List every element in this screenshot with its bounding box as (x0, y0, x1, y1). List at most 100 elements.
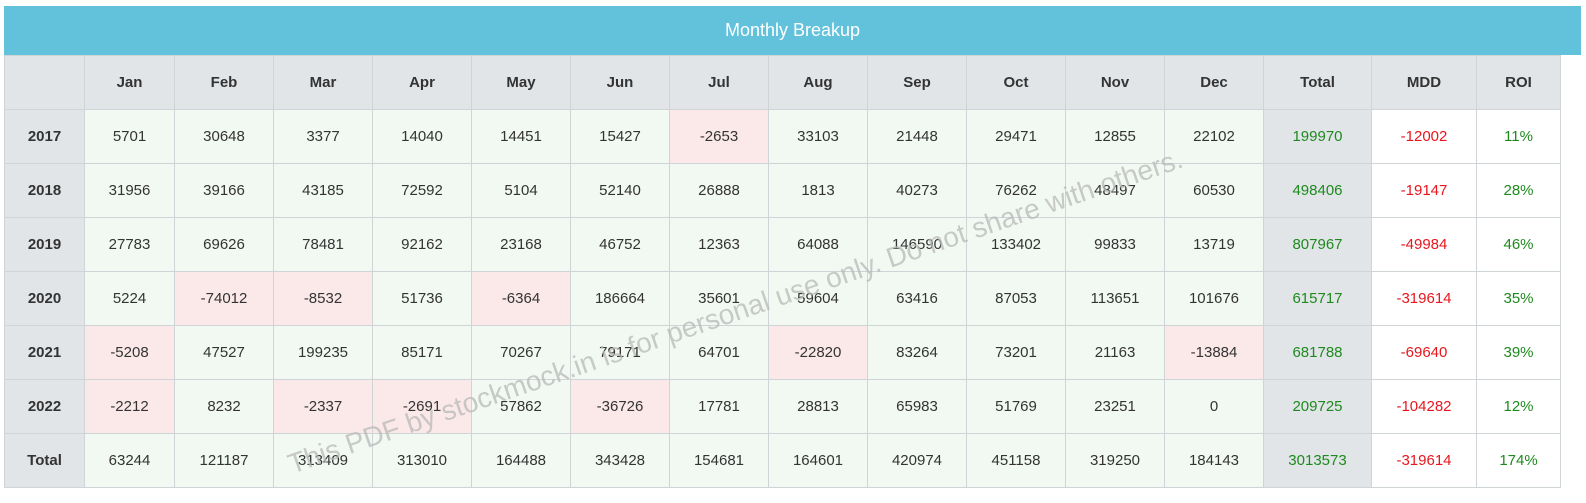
month-cell: 63244 (84, 433, 175, 488)
month-cell: 27783 (84, 217, 175, 272)
month-cell: 69626 (174, 217, 274, 272)
month-cell: 30648 (174, 109, 274, 164)
month-cell: 64701 (669, 325, 769, 380)
month-cell: -2653 (669, 109, 769, 164)
month-cell: -6364 (471, 271, 571, 326)
column-header: Feb (174, 55, 274, 110)
mdd-cell: -12002 (1371, 109, 1477, 164)
column-header: Total (1263, 55, 1372, 110)
table-row: 2019 27783 69626 78481 92162 23168 46752 12363 6… (4, 217, 1561, 272)
table-row: 2020 5224 -74012 -8532 51736 -6364 186664 35601… (4, 271, 1561, 326)
month-cell: 0 (1164, 379, 1264, 434)
month-cell: 23251 (1065, 379, 1165, 434)
row-label: 2021 (4, 325, 85, 380)
column-header: ROI (1476, 55, 1561, 110)
month-cell: 78481 (273, 217, 373, 272)
column-header: Mar (273, 55, 373, 110)
month-cell: 33103 (768, 109, 868, 164)
month-cell: 65983 (867, 379, 967, 434)
month-cell: 73201 (966, 325, 1066, 380)
month-cell: 83264 (867, 325, 967, 380)
mdd-cell: -19147 (1371, 163, 1477, 218)
roi-cell: 11% (1476, 109, 1561, 164)
month-cell: 99833 (1065, 217, 1165, 272)
month-cell: 63416 (867, 271, 967, 326)
month-cell: 60530 (1164, 163, 1264, 218)
month-cell: 43185 (273, 163, 373, 218)
month-cell: 164601 (768, 433, 868, 488)
roi-cell: 174% (1476, 433, 1561, 488)
month-cell: 48497 (1065, 163, 1165, 218)
table-row: 2021 -5208 47527 199235 85171 70267 79171 64701… (4, 325, 1561, 380)
month-cell: 31956 (84, 163, 175, 218)
month-cell: 47527 (174, 325, 274, 380)
month-cell: 79171 (570, 325, 670, 380)
panel-title: Monthly Breakup (4, 6, 1581, 55)
header-corner (4, 55, 85, 110)
table-body: 2017 5701 30648 3377 14040 14451 15427 -2653 331… (4, 109, 1561, 488)
month-cell: 133402 (966, 217, 1066, 272)
mdd-cell: -104282 (1371, 379, 1477, 434)
month-cell: 17781 (669, 379, 769, 434)
month-cell: 23168 (471, 217, 571, 272)
total-cell: 209725 (1263, 379, 1372, 434)
row-label: 2020 (4, 271, 85, 326)
month-cell: 121187 (174, 433, 274, 488)
roi-cell: 35% (1476, 271, 1561, 326)
month-cell: 72592 (372, 163, 472, 218)
month-cell: 101676 (1164, 271, 1264, 326)
column-header: Aug (768, 55, 868, 110)
column-header: Sep (867, 55, 967, 110)
column-header: Jul (669, 55, 769, 110)
month-cell: 59604 (768, 271, 868, 326)
month-cell: 26888 (669, 163, 769, 218)
month-cell: 87053 (966, 271, 1066, 326)
month-cell: -5208 (84, 325, 175, 380)
row-label: Total (4, 433, 85, 488)
month-cell: -8532 (273, 271, 373, 326)
total-row: Total 63244 121187 313409 313010 164488 343428… (4, 433, 1561, 488)
month-cell: 5104 (471, 163, 571, 218)
month-cell: 35601 (669, 271, 769, 326)
row-label: 2018 (4, 163, 85, 218)
month-cell: 51736 (372, 271, 472, 326)
month-cell: 21448 (867, 109, 967, 164)
month-cell: 39166 (174, 163, 274, 218)
column-header: Nov (1065, 55, 1165, 110)
monthly-breakup-table: Jan Feb Mar Apr May Jun Jul Aug Sep Oct Nov Dec Tota… (4, 55, 1561, 488)
row-label: 2022 (4, 379, 85, 434)
month-cell: -36726 (570, 379, 670, 434)
month-cell: 154681 (669, 433, 769, 488)
month-cell: 313409 (273, 433, 373, 488)
month-cell: 146590 (867, 217, 967, 272)
month-cell: 29471 (966, 109, 1066, 164)
month-cell: 5701 (84, 109, 175, 164)
month-cell: 21163 (1065, 325, 1165, 380)
month-cell: 319250 (1065, 433, 1165, 488)
month-cell: 76262 (966, 163, 1066, 218)
column-header: Dec (1164, 55, 1264, 110)
month-cell: 57862 (471, 379, 571, 434)
table-row: 2017 5701 30648 3377 14040 14451 15427 -2653 331… (4, 109, 1561, 164)
total-cell: 498406 (1263, 163, 1372, 218)
total-cell: 3013573 (1263, 433, 1372, 488)
roi-cell: 46% (1476, 217, 1561, 272)
month-cell: 92162 (372, 217, 472, 272)
mdd-cell: -319614 (1371, 271, 1477, 326)
month-cell: 13719 (1164, 217, 1264, 272)
month-cell: 199235 (273, 325, 373, 380)
month-cell: 186664 (570, 271, 670, 326)
table-header-row: Jan Feb Mar Apr May Jun Jul Aug Sep Oct Nov Dec Tota… (4, 55, 1561, 110)
total-cell: 199970 (1263, 109, 1372, 164)
month-cell: 14040 (372, 109, 472, 164)
month-cell: 15427 (570, 109, 670, 164)
month-cell: 12855 (1065, 109, 1165, 164)
column-header: Jan (84, 55, 175, 110)
month-cell: 451158 (966, 433, 1066, 488)
row-label: 2019 (4, 217, 85, 272)
month-cell: 12363 (669, 217, 769, 272)
month-cell: 51769 (966, 379, 1066, 434)
column-header: May (471, 55, 571, 110)
month-cell: 46752 (570, 217, 670, 272)
month-cell: -22820 (768, 325, 868, 380)
